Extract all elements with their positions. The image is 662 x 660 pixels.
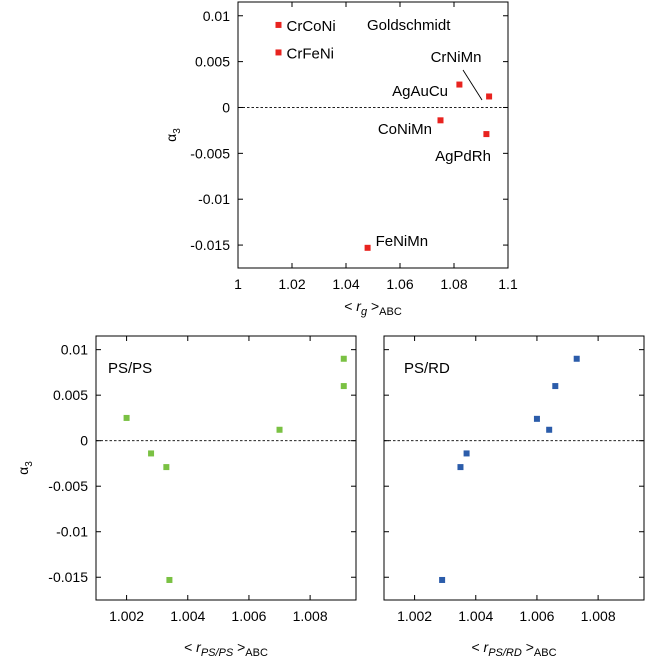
x-tick-label: 1.004	[458, 608, 493, 624]
x-tick-label: 1.02	[278, 276, 305, 292]
data-point	[364, 244, 371, 251]
data-point	[533, 415, 540, 422]
data-point	[546, 426, 553, 433]
plot-frame	[383, 335, 645, 601]
panel-title: PS/PS	[108, 360, 152, 377]
panel-title: PS/RD	[404, 360, 450, 377]
data-point	[166, 576, 173, 583]
point-label: CrNiMn	[431, 49, 482, 66]
data-point	[552, 383, 559, 390]
label-leader-line	[462, 69, 483, 101]
x-axis-label: < rPS/PS >ABC	[184, 639, 268, 659]
panel-ps-rd: 1.002 1.004 1.006 1.008 PS/RD < rPS/RD >ABC	[383, 335, 645, 659]
y-tick-label: 0.005	[195, 54, 230, 70]
data-point	[486, 93, 493, 100]
point-label: CrFeNi	[287, 45, 335, 62]
y-tick-label: 0	[80, 433, 88, 449]
data-point	[275, 21, 282, 28]
y-tick-label: -0.01	[198, 191, 230, 207]
y-axis-label: α3	[15, 461, 35, 475]
y-tick-label: -0.01	[56, 524, 88, 540]
y-tick-label: 0.01	[203, 8, 230, 24]
data-point	[463, 450, 470, 457]
x-axis-label: < rPS/RD >ABC	[471, 639, 556, 659]
x-tick-label: 1.006	[231, 608, 266, 624]
data-point	[275, 49, 282, 56]
point-label: AgAuCu	[392, 83, 448, 100]
data-point	[483, 131, 490, 138]
data-point	[457, 464, 464, 471]
x-tick-label: 1.002	[109, 608, 144, 624]
panel-goldschmidt: 1 1.02 1.04 1.06 1.08 1.1 0.01 0.005 0 -0.005 -0.0…	[163, 1, 518, 318]
x-tick-label: 1.006	[519, 608, 554, 624]
point-label: CoNiMn	[378, 121, 432, 138]
x-tick-label: 1.004	[170, 608, 205, 624]
data-point	[148, 450, 155, 457]
y-axis-label: α3	[163, 128, 183, 142]
point-label: FeNiMn	[376, 233, 429, 250]
y-tick-label: -0.005	[190, 145, 230, 161]
y-tick-label: 0.005	[53, 387, 88, 403]
data-point	[276, 426, 283, 433]
data-point	[437, 117, 444, 124]
x-tick-label: 1.008	[293, 608, 328, 624]
x-axis-label: < rg >ABC	[344, 298, 402, 318]
plot-frame	[237, 1, 509, 269]
data-point	[439, 576, 446, 583]
plot-frame	[95, 335, 357, 601]
panel-ps-ps: 1.002 1.004 1.006 1.008 0.01 0.005 0 -0.005 -0.0…	[15, 335, 357, 659]
x-tick-label: 1.008	[581, 608, 616, 624]
data-point	[340, 383, 347, 390]
x-tick-label: 1.08	[440, 276, 467, 292]
y-tick-label: -0.015	[190, 237, 230, 253]
y-tick-label: -0.015	[48, 569, 88, 585]
y-tick-label: -0.005	[48, 478, 88, 494]
x-tick-label: 1.06	[386, 276, 413, 292]
data-point	[340, 355, 347, 362]
y-tick-label: 0.01	[61, 342, 88, 358]
data-point	[163, 464, 170, 471]
x-tick-label: 1.1	[498, 276, 518, 292]
data-point	[456, 81, 463, 88]
x-tick-label: 1.002	[397, 608, 432, 624]
data-point	[573, 355, 580, 362]
point-label: CrCoNi	[287, 18, 336, 35]
x-tick-label: 1	[234, 276, 242, 292]
panel-title: Goldschmidt	[367, 17, 451, 34]
x-tick-label: 1.04	[332, 276, 359, 292]
y-tick-label: 0	[222, 99, 230, 115]
point-label: AgPdRh	[435, 148, 491, 165]
data-point	[123, 414, 130, 421]
